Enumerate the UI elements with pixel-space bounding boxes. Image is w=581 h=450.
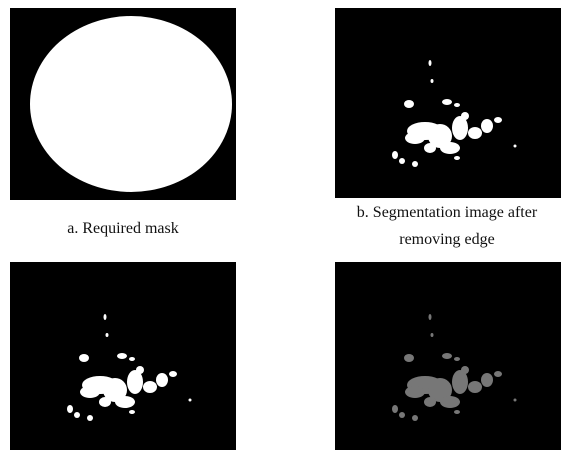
page: a. Required mask b. Segmentation image a… <box>0 0 581 450</box>
figure: a. Required mask b. Segmentation image a… <box>0 0 581 450</box>
mask-shape <box>30 16 232 192</box>
caption: removing edge <box>399 231 495 248</box>
caption: b. Segmentation image after <box>357 204 538 221</box>
caption: a. Required mask <box>67 220 179 237</box>
